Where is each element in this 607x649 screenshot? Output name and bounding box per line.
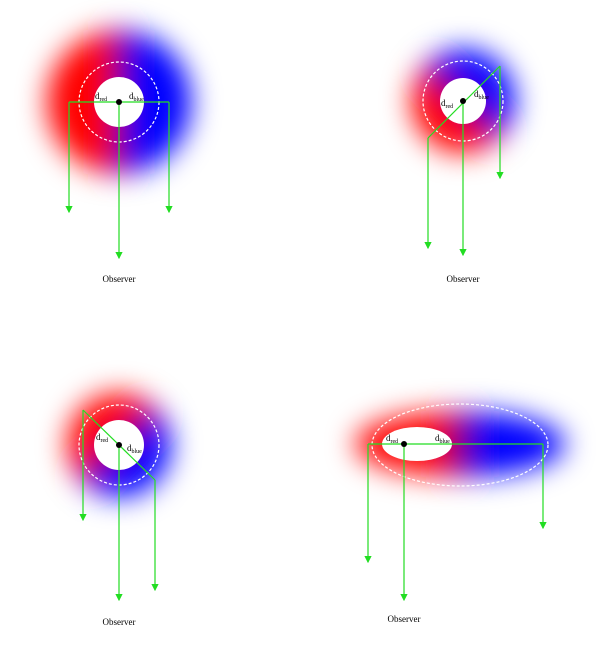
d-red-label: dred (96, 432, 108, 444)
panel: dred dblue Observer (411, 49, 515, 284)
d-blue-label: dblue (129, 91, 144, 103)
orbit (371, 403, 549, 487)
center (116, 442, 122, 448)
d-red-label: dred (386, 433, 398, 445)
observer-label: Observer (103, 274, 136, 284)
observer-label: Observer (388, 614, 421, 624)
d-blue-label: dblue (435, 433, 450, 445)
d-blue-label: dblue (127, 443, 142, 455)
center (460, 98, 466, 104)
center (401, 441, 407, 447)
panel: dred dblue Observer (67, 393, 171, 627)
d-red-label: dred (441, 98, 453, 110)
observer-label: Observer (103, 617, 136, 627)
panel: dred dblue Observer (47, 30, 191, 284)
observer-label: Observer (447, 274, 480, 284)
panel: dred dblue Observer (355, 403, 565, 624)
center (116, 99, 122, 105)
d-blue-label: dblue (474, 89, 489, 101)
d-red-label: dred (95, 91, 107, 103)
